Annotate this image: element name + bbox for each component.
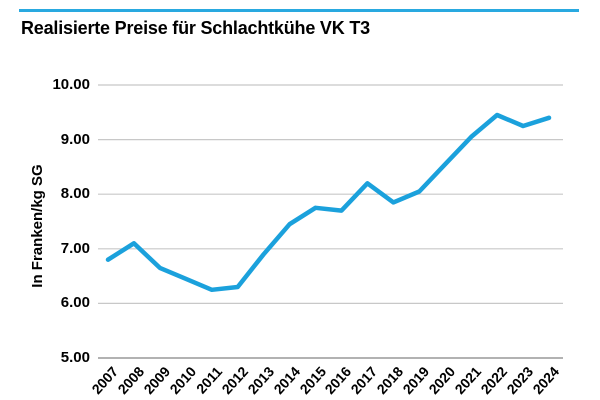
y-tick-label: 10.00 — [52, 76, 90, 93]
y-tick-label: 5.00 — [60, 349, 90, 366]
y-tick-label: 8.00 — [60, 185, 90, 203]
y-tick-label: 7.00 — [60, 239, 90, 257]
gridlines — [98, 84, 563, 359]
accent-top-rule — [19, 9, 579, 12]
chart-title: Realisierte Preise für Schlachtkühe VK T… — [21, 18, 370, 38]
y-tick-label: 6.00 — [60, 294, 90, 312]
price-line — [105, 112, 552, 293]
y-tick-label: 9.00 — [60, 130, 90, 148]
